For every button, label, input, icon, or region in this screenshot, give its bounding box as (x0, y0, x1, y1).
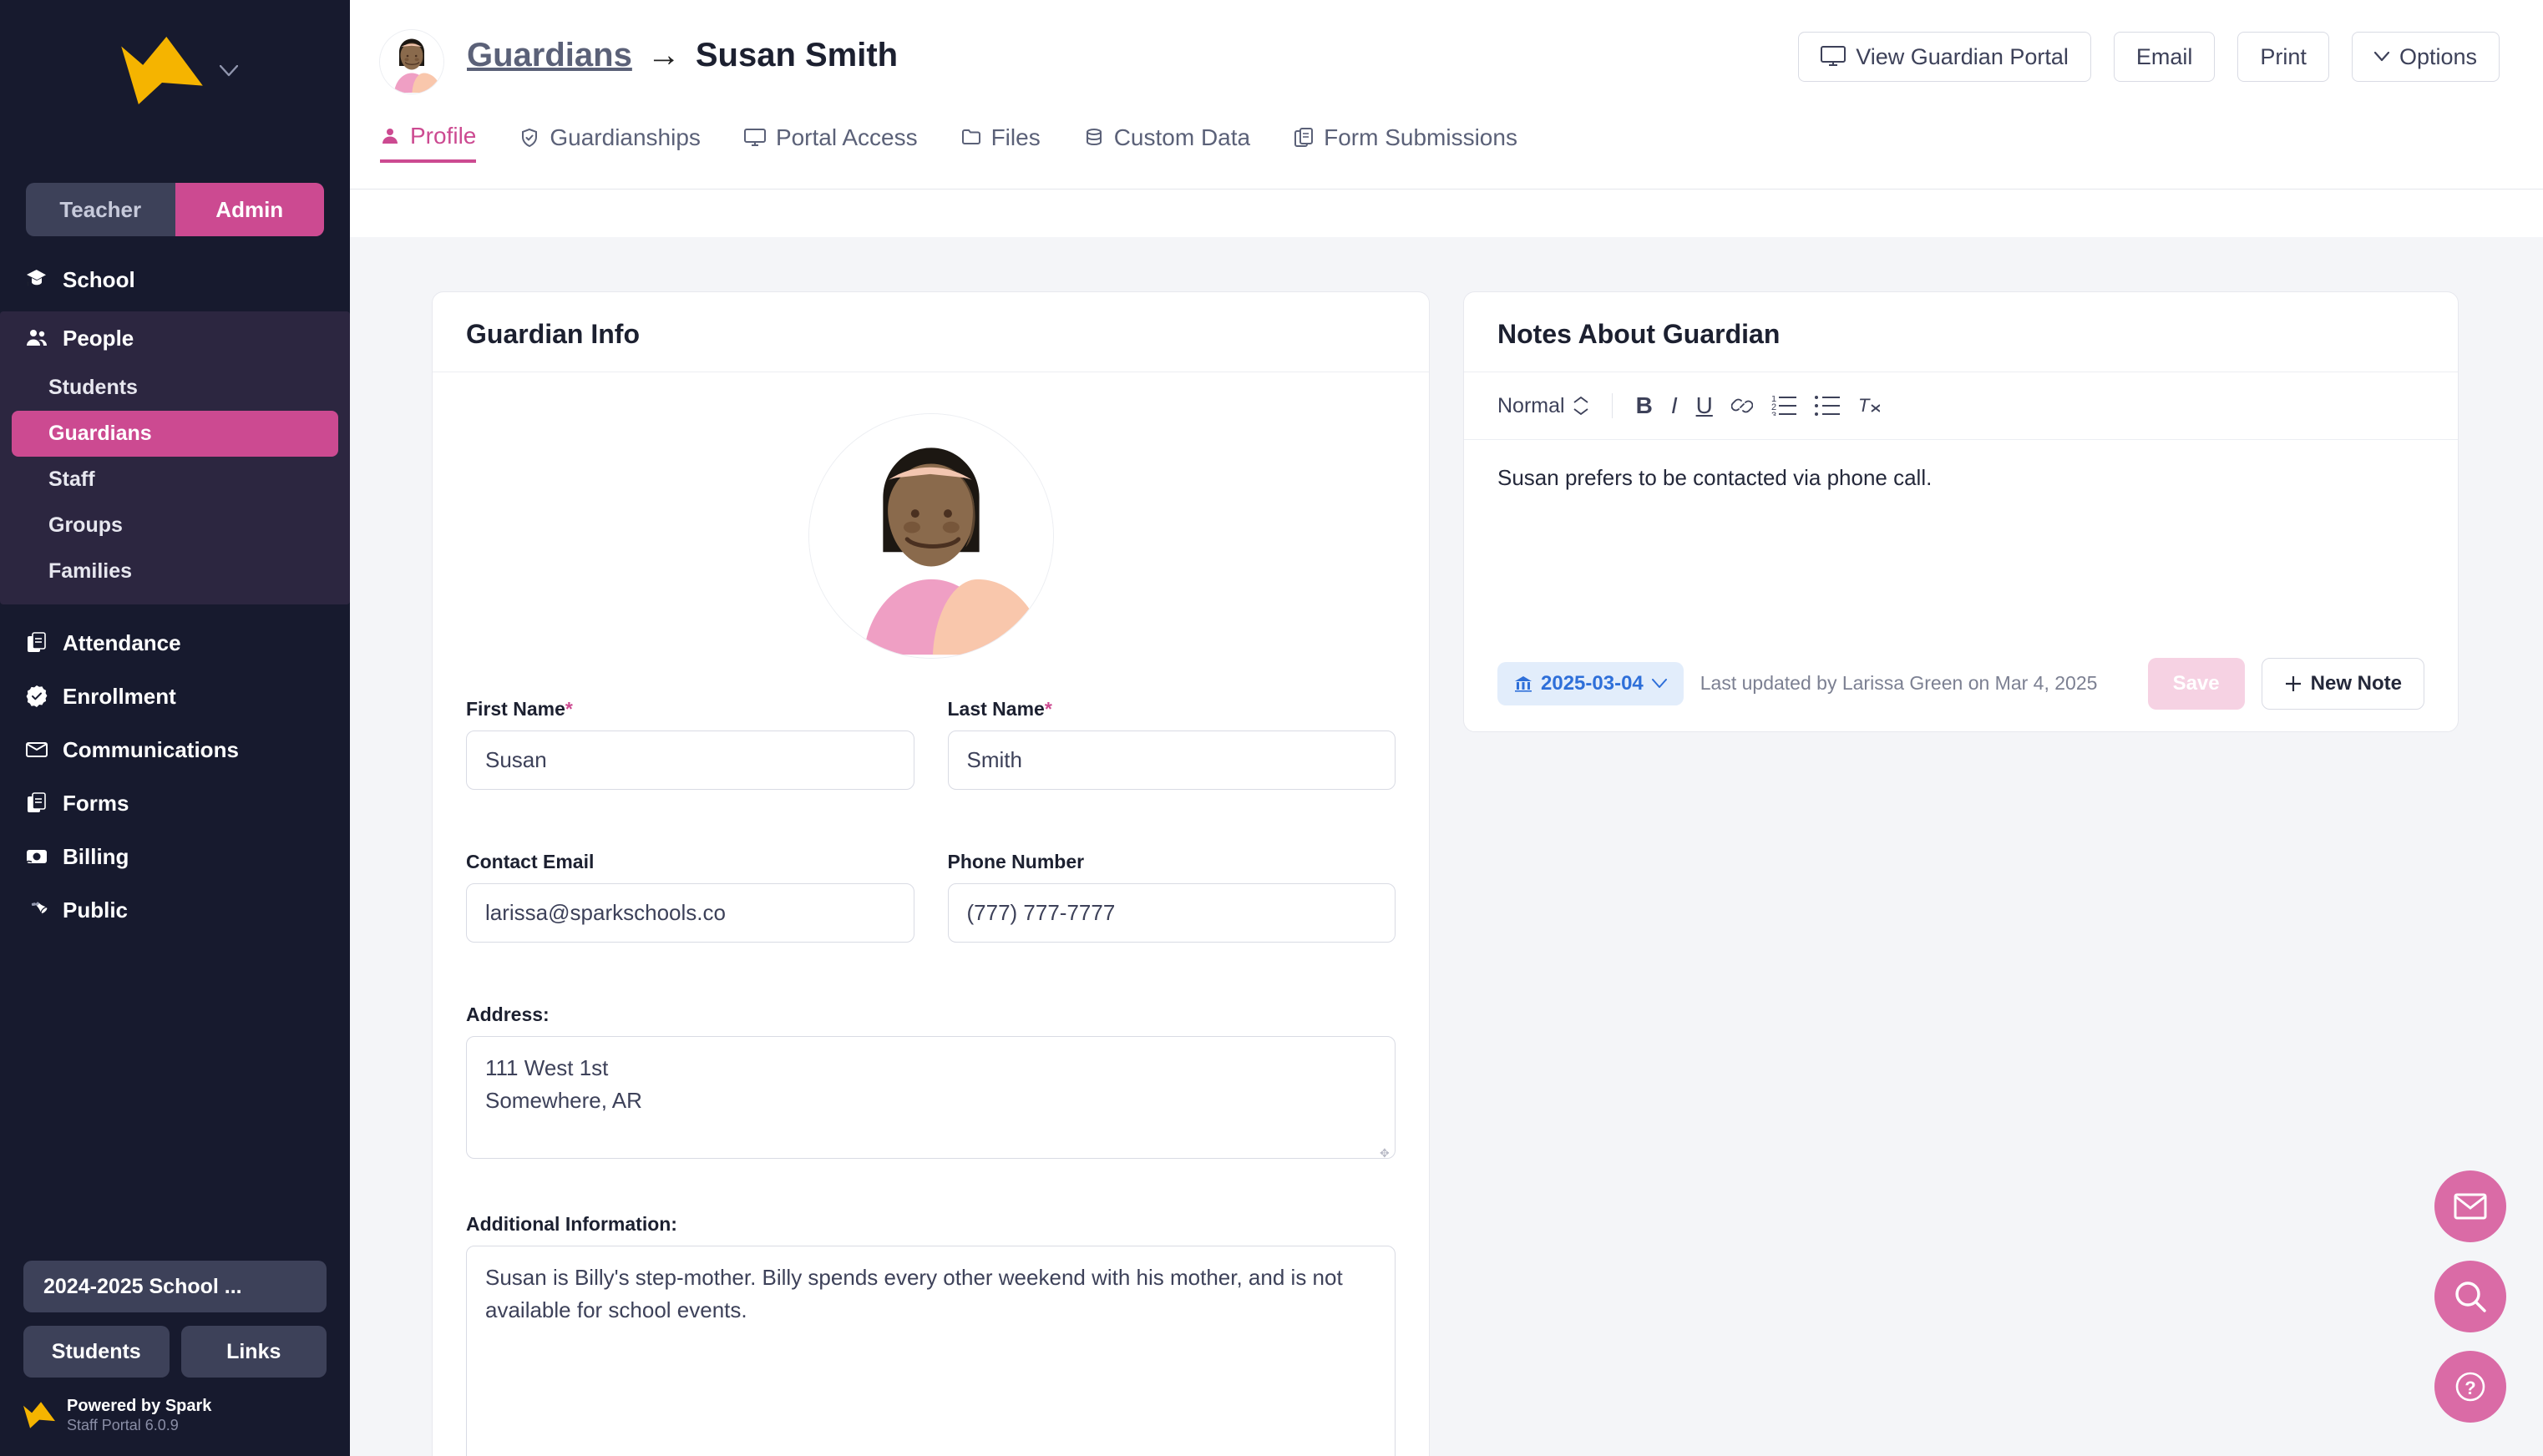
svg-text:3: 3 (1771, 411, 1776, 416)
svg-text:T: T (1858, 395, 1871, 416)
svg-text:?: ? (2464, 1378, 2475, 1398)
